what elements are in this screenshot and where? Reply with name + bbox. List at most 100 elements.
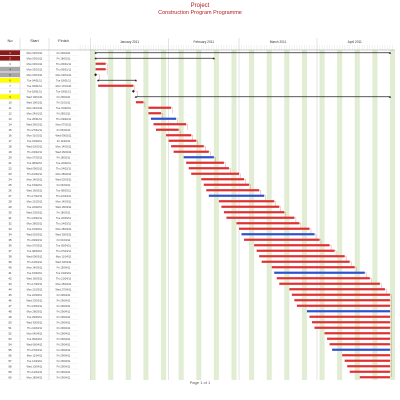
task-bar[interactable]: [279, 282, 380, 285]
task-bar[interactable]: [203, 183, 250, 186]
table-row[interactable]: 46 Wed 23/03/11 Fri 29/04/11: [0, 298, 78, 304]
task-bar[interactable]: [191, 172, 240, 175]
table-row[interactable]: 45 Tue 22/03/11 Fri 29/04/11: [0, 293, 78, 298]
task-bar[interactable]: [332, 348, 390, 351]
task-bar[interactable]: [271, 266, 355, 269]
task-bar[interactable]: [327, 337, 390, 340]
task-bar[interactable]: [153, 123, 187, 126]
task-bar[interactable]: [183, 156, 214, 159]
table-row[interactable]: 53 Tue 05/04/11 Fri 29/04/11: [0, 337, 78, 342]
task-bar[interactable]: [208, 194, 265, 197]
task-bar[interactable]: [342, 354, 390, 357]
table-row[interactable]: 31 Thu 24/02/11 Tue 22/03/11: [0, 216, 78, 221]
table-row[interactable]: 28 Mon 21/02/11 Mon 14/03/11: [0, 199, 78, 205]
table-row[interactable]: 36 Mon 07/03/11 Tue 05/04/11: [0, 243, 78, 249]
table-row[interactable]: 58 Wed 13/04/11 Fri 29/04/11: [0, 364, 78, 370]
table-row[interactable]: 32 Mon 28/02/11 Thu 24/03/11: [0, 221, 78, 227]
table-row[interactable]: 55 Thu 07/04/11 Fri 29/04/11: [0, 348, 78, 353]
table-row[interactable]: 20 Mon 07/02/11 Fri 18/02/11: [0, 155, 78, 161]
task-bar[interactable]: [276, 277, 370, 280]
table-row[interactable]: 43 Thu 17/03/11 Mon 25/04/11: [0, 282, 78, 287]
task-bar[interactable]: [166, 134, 192, 137]
table-row[interactable]: 33 Tue 01/03/11 Mon 28/03/11: [0, 227, 78, 232]
table-row[interactable]: 51 Thu 31/03/11 Fri 29/04/11: [0, 326, 78, 331]
task-bar[interactable]: [291, 293, 390, 296]
task-bar[interactable]: [171, 145, 204, 148]
table-row[interactable]: 22 Wed 09/02/11 Thu 24/02/11: [0, 166, 78, 172]
task-bar[interactable]: [98, 84, 134, 87]
task-bar[interactable]: [244, 238, 320, 241]
table-row[interactable]: 41 Tue 15/03/11 Tue 19/04/11: [0, 271, 78, 276]
table-row[interactable]: 17 Tue 01/02/11 Fri 11/02/11: [0, 139, 78, 144]
table-row[interactable]: 13 Tue 25/01/11 Thu 03/02/11: [0, 117, 78, 122]
table-row[interactable]: 26 Wed 16/02/11 Tue 08/03/11: [0, 188, 78, 194]
task-bar[interactable]: [359, 376, 390, 379]
task-bar[interactable]: [148, 112, 162, 115]
table-row[interactable]: 19 Thu 03/02/11 Wed 16/02/11: [0, 150, 78, 155]
table-row[interactable]: 18 Wed 02/02/11 Mon 14/02/11: [0, 144, 78, 150]
task-bar[interactable]: [254, 244, 330, 247]
table-row[interactable]: 1 Mon 03/01/11 Fri 29/04/11: [0, 50, 78, 56]
task-bar[interactable]: [311, 321, 390, 324]
table-row[interactable]: 9 Wed 19/01/11 Fri 29/04/11: [0, 94, 78, 100]
task-bar[interactable]: [274, 271, 365, 274]
table-row[interactable]: 34 Wed 02/03/11 Wed 30/03/11: [0, 232, 78, 238]
task-bar[interactable]: [221, 205, 280, 208]
task-bar[interactable]: [168, 139, 197, 142]
task-bar[interactable]: [135, 101, 144, 104]
task-bar[interactable]: [349, 370, 390, 373]
task-bar[interactable]: [218, 200, 275, 203]
table-row[interactable]: 49 Tue 29/03/11 Fri 29/04/11: [0, 315, 78, 320]
table-row[interactable]: 11 Mon 24/01/11 Tue 01/02/11: [0, 106, 78, 111]
task-bar[interactable]: [148, 106, 172, 109]
table-row[interactable]: 12 Mon 24/01/11 Fri 28/01/11: [0, 111, 78, 117]
table-row[interactable]: 3 Mon 03/01/11 Thu 06/01/11: [0, 62, 78, 67]
table-row[interactable]: 29 Tue 22/02/11 Wed 16/03/11: [0, 205, 78, 210]
task-bar[interactable]: [173, 150, 209, 153]
task-bar[interactable]: [226, 216, 295, 219]
milestone-marker[interactable]: [131, 89, 135, 93]
milestone-marker[interactable]: [94, 73, 98, 77]
table-row[interactable]: 24 Mon 14/02/11 Wed 02/03/11: [0, 177, 78, 183]
task-bar[interactable]: [329, 343, 390, 346]
task-bar[interactable]: [347, 365, 390, 368]
task-bar[interactable]: [223, 211, 285, 214]
table-row[interactable]: 50 Wed 30/03/11 Fri 29/04/11: [0, 320, 78, 326]
task-bar[interactable]: [294, 299, 390, 302]
table-row[interactable]: 27 Thu 17/02/11 Thu 10/03/11: [0, 194, 78, 199]
table-row[interactable]: 59 Thu 14/04/11 Fri 29/04/11: [0, 370, 78, 375]
table-row[interactable]: 30 Wed 23/02/11 Fri 18/03/11: [0, 210, 78, 216]
table-row[interactable]: 21 Tue 08/02/11 Tue 22/02/11: [0, 161, 78, 166]
task-bar[interactable]: [201, 178, 245, 181]
task-bar[interactable]: [155, 128, 179, 131]
table-row[interactable]: 38 Wed 09/03/11 Mon 11/04/11: [0, 254, 78, 260]
table-row[interactable]: 57 Tue 12/04/11 Fri 29/04/11: [0, 359, 78, 364]
task-bar[interactable]: [95, 62, 106, 65]
task-bar[interactable]: [95, 68, 106, 71]
task-bar[interactable]: [239, 227, 310, 230]
task-bar[interactable]: [236, 222, 300, 225]
task-bar[interactable]: [296, 304, 390, 307]
table-row[interactable]: 25 Tue 15/02/11 Fri 04/03/11: [0, 183, 78, 188]
task-bar[interactable]: [261, 260, 350, 263]
table-row[interactable]: 47 Thu 24/03/11 Fri 29/04/11: [0, 304, 78, 309]
task-bar[interactable]: [188, 167, 229, 170]
task-bar[interactable]: [150, 117, 177, 120]
table-row[interactable]: 40 Mon 14/03/11 Fri 15/04/11: [0, 265, 78, 271]
task-bar[interactable]: [314, 326, 390, 329]
task-bar[interactable]: [289, 288, 385, 291]
task-bar[interactable]: [256, 249, 335, 252]
table-row[interactable]: 60 Mon 18/04/11 Fri 29/04/11: [0, 375, 78, 380]
table-row[interactable]: 23 Thu 10/02/11 Mon 28/02/11: [0, 172, 78, 177]
table-row[interactable]: 8 Tue 18/01/11 Tue 18/01/11: [0, 89, 78, 95]
table-row[interactable]: 42 Wed 16/03/11 Thu 21/04/11: [0, 276, 78, 282]
task-bar[interactable]: [309, 315, 390, 318]
table-row[interactable]: 5 Mon 03/01/11 Mon 03/01/11: [0, 72, 78, 78]
task-bar[interactable]: [241, 233, 315, 236]
table-row[interactable]: 10 Wed 19/01/11 Fri 21/01/11: [0, 100, 78, 106]
table-row[interactable]: 39 Thu 10/03/11 Wed 13/04/11: [0, 260, 78, 265]
table-row[interactable]: 7 Tue 04/01/11 Mon 17/01/11: [0, 84, 78, 89]
table-row[interactable]: 48 Mon 28/03/11 Fri 29/04/11: [0, 309, 78, 315]
task-bar[interactable]: [186, 161, 224, 164]
task-bar[interactable]: [306, 310, 390, 313]
